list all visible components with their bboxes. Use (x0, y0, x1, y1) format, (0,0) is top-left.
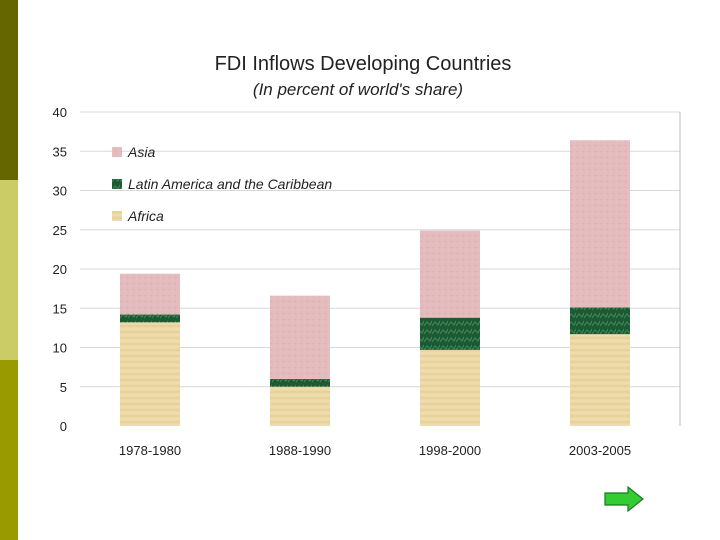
bars (120, 140, 630, 426)
legend-label-asia: Asia (127, 144, 155, 160)
legend: Asia Latin America and the Caribbean Afric… (112, 144, 332, 224)
category-label: 1988-1990 (269, 443, 331, 458)
y-tick-label: 40 (53, 105, 67, 120)
bar-latin-america-2003-2005 (570, 307, 630, 335)
y-tick-label: 10 (53, 341, 67, 356)
legend-label-latin-america: Latin America and the Caribbean (128, 176, 332, 192)
bar-latin-america-1998-2000 (420, 317, 480, 350)
category-label: 1998-2000 (419, 443, 481, 458)
category-label: 1978-1980 (119, 443, 181, 458)
legend-swatch-latin-america (112, 179, 122, 189)
bar-latin-america-1978-1980 (120, 314, 180, 323)
chart-title: FDI Inflows Developing Countries (215, 53, 512, 75)
decorative-side-bar-middle (0, 180, 18, 360)
bar-asia-2003-2005 (570, 140, 630, 308)
bar-africa-1998-2000 (420, 349, 480, 426)
chart-subtitle: (In percent of world's share) (253, 80, 463, 99)
legend-label-africa: Africa (127, 208, 164, 224)
legend-swatch-africa (112, 211, 122, 221)
y-tick-label: 30 (53, 184, 67, 199)
y-tick-label: 35 (53, 144, 67, 159)
bar-latin-america-1988-1990 (270, 378, 330, 387)
bar-africa-1978-1980 (120, 322, 180, 426)
decorative-side-bar-top (0, 0, 18, 180)
bar-asia-1978-1980 (120, 273, 180, 315)
y-tick-label: 20 (53, 262, 67, 277)
y-tick-label: 25 (53, 223, 67, 238)
y-tick-label: 15 (53, 301, 67, 316)
bar-africa-1988-1990 (270, 386, 330, 426)
bar-asia-1998-2000 (420, 230, 480, 318)
right-arrow-icon[interactable] (604, 486, 644, 512)
y-axis: 0 5 10 15 20 25 30 35 40 (53, 105, 681, 434)
legend-swatch-asia (112, 147, 122, 157)
bar-asia-1988-1990 (270, 295, 330, 379)
decorative-side-bar-bottom (0, 360, 18, 540)
category-label: 2003-2005 (569, 443, 631, 458)
category-labels: 1978-1980 1988-1990 1998-2000 2003-2005 (119, 443, 631, 458)
y-tick-label: 5 (60, 380, 67, 395)
y-tick-label: 0 (60, 419, 67, 434)
bar-africa-2003-2005 (570, 334, 630, 426)
